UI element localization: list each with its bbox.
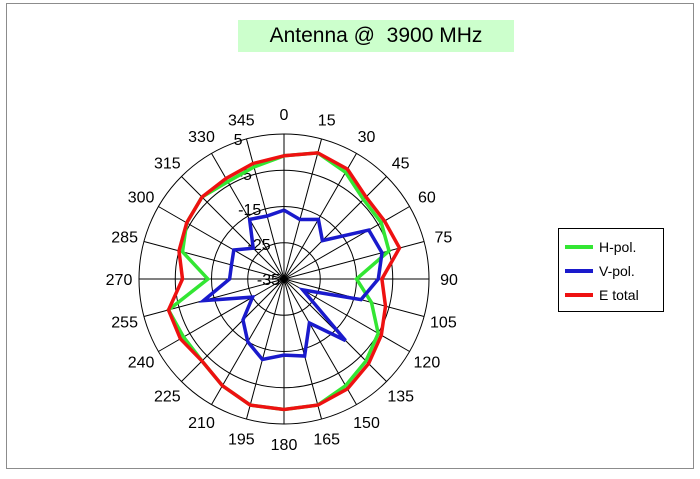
angle-tick-label: 195 (228, 431, 255, 448)
grid-spoke (245, 278, 285, 420)
grid-spoke (283, 240, 425, 280)
angle-tick-label: 180 (271, 437, 298, 454)
grid-spoke (143, 240, 285, 280)
angle-tick-label: 0 (280, 107, 289, 124)
grid-spoke (181, 176, 285, 280)
legend-swatch-e-total (565, 293, 593, 297)
angle-tick-label: 30 (358, 129, 376, 146)
grid-spoke (283, 138, 323, 280)
angle-tick-label: 120 (414, 355, 441, 372)
angle-tick-label: 135 (387, 389, 414, 406)
angle-tick-label: 300 (128, 190, 155, 207)
legend-swatch-v-pol (565, 269, 593, 273)
angle-tick-label: 345 (228, 113, 255, 130)
angle-tick-label: 165 (313, 431, 340, 448)
legend-swatch-h-pol (565, 245, 593, 249)
angle-tick-label: 15 (318, 113, 336, 130)
chart-title: Antenna @ 3900 MHz (238, 20, 514, 52)
angle-tick-label: 45 (392, 155, 410, 172)
grid-spoke (283, 176, 387, 280)
legend: H-pol. V-pol. E total (558, 228, 664, 312)
grid-spoke (158, 206, 285, 280)
legend-label-v-pol: V-pol. (599, 263, 635, 279)
legend-item-v-pol: V-pol. (565, 259, 663, 283)
legend-item-h-pol: H-pol. (565, 235, 663, 259)
angle-tick-label: 285 (111, 229, 138, 246)
series-line-e-total (166, 151, 402, 412)
grid-spoke (211, 153, 285, 280)
grid-spoke (181, 278, 285, 382)
angle-tick-label: 210 (188, 415, 215, 432)
angle-tick-label: 75 (434, 229, 452, 246)
angle-tick-label: 150 (353, 415, 380, 432)
series-line-v-pol (198, 208, 384, 362)
radial-tick-label: 5 (234, 132, 243, 149)
grid-spoke (283, 278, 357, 405)
angle-tick-label: 240 (128, 355, 155, 372)
angle-tick-label: 225 (154, 389, 181, 406)
legend-label-e-total: E total (599, 287, 639, 303)
grid-spoke (283, 206, 410, 280)
angle-tick-label: 105 (430, 315, 457, 332)
angle-tick-label: 90 (440, 272, 458, 289)
legend-item-e-total: E total (565, 283, 663, 307)
angle-tick-label: 255 (111, 315, 138, 332)
legend-label-h-pol: H-pol. (599, 239, 637, 255)
angle-tick-label: 315 (154, 155, 181, 172)
grid-spoke (283, 278, 323, 420)
angle-tick-label: 330 (188, 129, 215, 146)
angle-tick-label: 60 (418, 190, 436, 207)
radial-tick-label: -15 (238, 202, 261, 219)
grid-spoke (283, 153, 357, 280)
angle-tick-label: 270 (106, 272, 133, 289)
radial-tick-label: -35 (257, 272, 280, 289)
